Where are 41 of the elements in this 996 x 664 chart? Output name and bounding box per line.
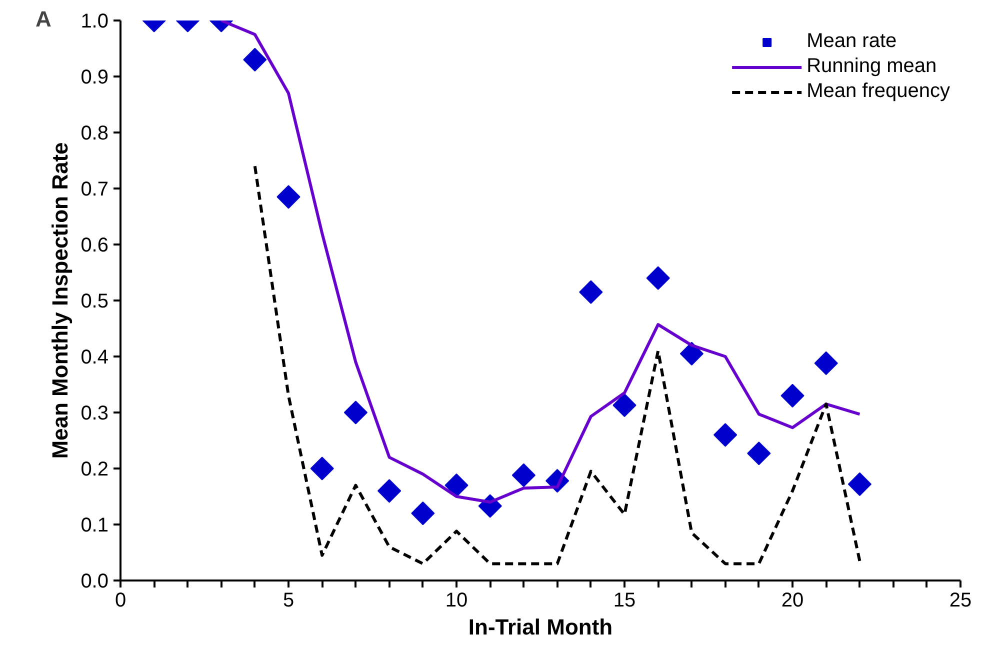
point xyxy=(814,351,838,376)
y-tick-label: 0.9 xyxy=(80,66,109,88)
x-tick-label: 20 xyxy=(781,590,804,612)
point xyxy=(444,473,468,498)
point xyxy=(344,400,368,424)
point xyxy=(612,393,636,418)
point xyxy=(243,48,267,72)
point xyxy=(747,442,771,466)
y-tick-label: 0.1 xyxy=(80,514,109,536)
x-axis-title: In-Trial Month xyxy=(468,614,613,640)
legend-label: Mean rate xyxy=(806,30,897,53)
line-series xyxy=(253,164,862,566)
x-tick-label: 15 xyxy=(613,590,636,612)
x-tick-label: 5 xyxy=(282,590,294,612)
x-tick-label: 0 xyxy=(114,590,126,612)
y-tick-label: 0.7 xyxy=(80,178,109,200)
y-axis-title: Mean Monthly Inspection Rate xyxy=(48,142,73,459)
text: A xyxy=(36,6,52,32)
y-tick-label: 0.0 xyxy=(80,570,109,592)
point xyxy=(780,384,804,408)
y-tick-label: 1.0 xyxy=(80,10,109,32)
point xyxy=(848,472,872,496)
point xyxy=(646,266,670,290)
point xyxy=(411,501,435,526)
x-tick-label: 25 xyxy=(949,590,972,612)
y-tick-label: 0.5 xyxy=(80,290,109,312)
y-tick-label: 0.6 xyxy=(80,234,109,256)
y-tick-label: 0.3 xyxy=(80,402,109,424)
x-tick-label: 10 xyxy=(445,590,468,612)
point xyxy=(713,423,738,447)
y-tick-label: 0.8 xyxy=(80,122,109,144)
point xyxy=(579,280,603,304)
point xyxy=(310,456,334,480)
point xyxy=(512,463,536,488)
point xyxy=(377,479,402,503)
y-tick-label: 0.2 xyxy=(80,458,109,480)
point xyxy=(276,185,300,209)
legend-label: Mean frequency xyxy=(806,80,950,103)
y-tick-label: 0.4 xyxy=(80,346,109,368)
point xyxy=(680,342,704,366)
legend-label: Running mean xyxy=(806,55,937,78)
